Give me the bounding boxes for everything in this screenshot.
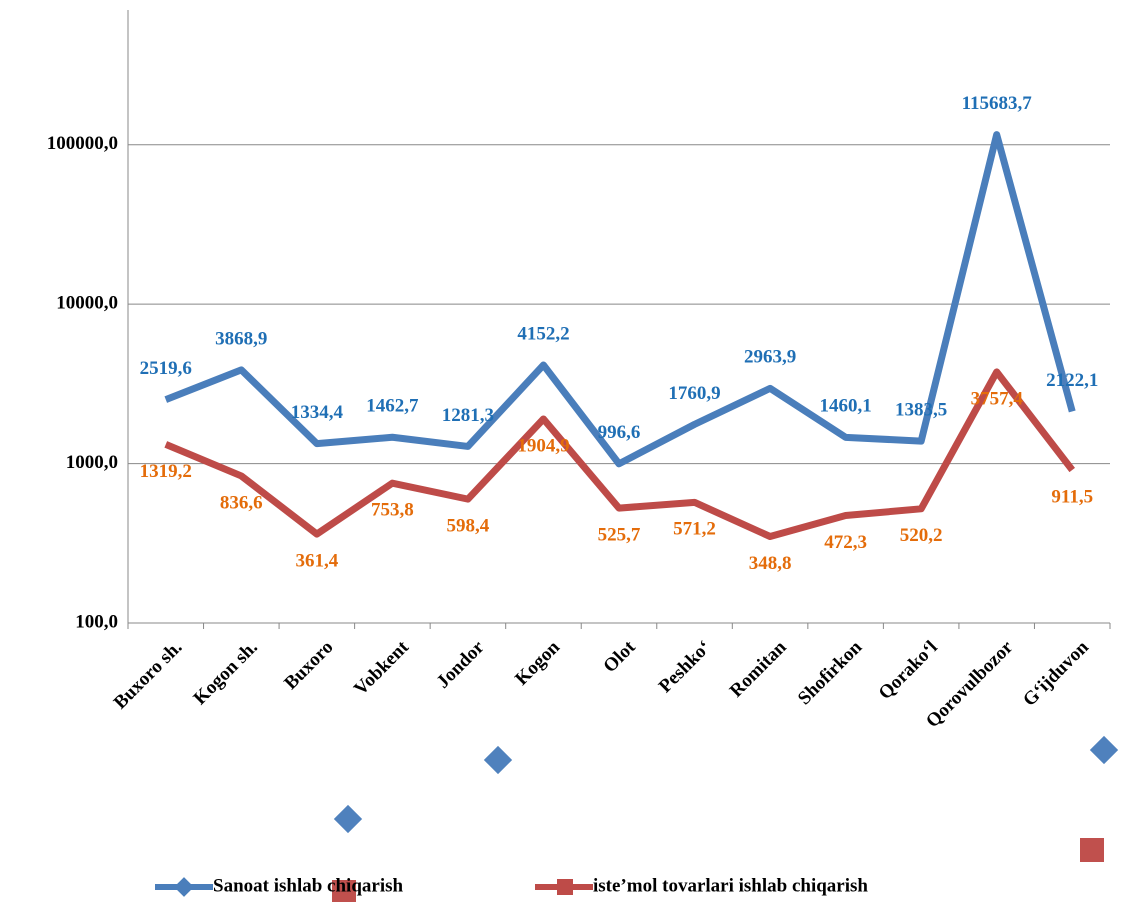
data-label: 2519,6 — [140, 358, 192, 379]
data-label: 4152,2 — [517, 323, 569, 344]
series-line — [164, 368, 1076, 540]
data-label: 996,6 — [598, 422, 641, 443]
y-tick-label: 1000,0 — [66, 452, 118, 473]
data-label: 115683,7 — [962, 93, 1033, 114]
legend-marker — [557, 879, 573, 895]
data-label: 571,2 — [673, 519, 716, 540]
data-label: 911,5 — [1051, 486, 1093, 507]
data-label: 2963,9 — [744, 347, 796, 368]
data-label: 598,4 — [447, 515, 490, 536]
data-label: 1460,1 — [819, 396, 871, 417]
decoration — [332, 880, 356, 902]
data-label: 3757,4 — [971, 388, 1024, 409]
data-label: 1383,5 — [895, 399, 947, 420]
decoration — [483, 745, 513, 775]
data-label: 3868,9 — [215, 328, 267, 349]
decoration — [1089, 735, 1119, 765]
legend-label: iste’mol tovarlari ishlab chiqarish — [593, 875, 868, 896]
decoration — [333, 804, 363, 834]
legend-label: Sanoat ishlab chiqarish — [213, 875, 403, 896]
data-label: 520,2 — [900, 525, 943, 546]
data-label: 1319,2 — [140, 461, 192, 482]
data-label: 348,8 — [749, 553, 792, 574]
decoration — [1080, 838, 1104, 862]
data-label: 753,8 — [371, 500, 414, 521]
y-tick-label: 10000,0 — [56, 293, 118, 314]
data-label: 1281,3 — [442, 405, 494, 426]
data-label: 361,4 — [295, 550, 338, 571]
data-label: 1334,4 — [291, 402, 344, 423]
data-label: 836,6 — [220, 492, 263, 513]
series-line — [164, 131, 1076, 468]
data-label: 1760,9 — [668, 383, 720, 404]
y-tick-label: 100000,0 — [47, 133, 118, 154]
data-label: 2122,1 — [1046, 370, 1098, 391]
data-label: 1462,7 — [366, 396, 419, 417]
y-tick-label: 100,0 — [75, 611, 118, 632]
data-label: 1904,9 — [517, 435, 569, 456]
data-label: 472,3 — [824, 532, 867, 553]
data-label: 525,7 — [598, 524, 641, 545]
